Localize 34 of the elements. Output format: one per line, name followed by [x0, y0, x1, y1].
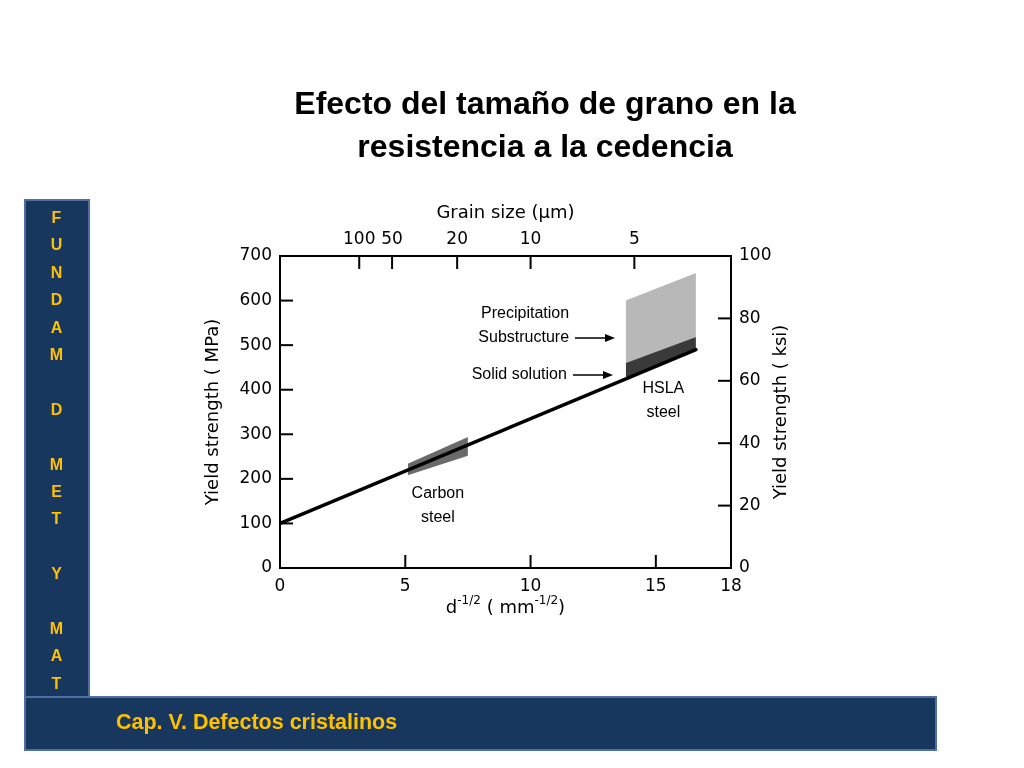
- x-tick-label: 10: [519, 574, 542, 595]
- text: Cap. V. Defectos cristalinos: [116, 710, 398, 735]
- y2-axis-title: Yield strength ( ksi): [768, 324, 790, 501]
- y-tick-label: 100: [239, 511, 272, 532]
- annotation: HSLA steel: [642, 379, 685, 421]
- y-tick-label: 400: [239, 378, 272, 399]
- x-tick-label: 0: [274, 574, 286, 595]
- text: 50: [381, 227, 403, 248]
- x-tick-label: 5: [399, 574, 411, 595]
- text: 5: [628, 227, 640, 248]
- y2-tick-label: 60: [739, 369, 761, 390]
- text: FUNDAM D MET Y MAT: [47, 209, 66, 703]
- y-tick-label: 500: [239, 333, 272, 354]
- annotation: Precipitation Substructure: [478, 304, 570, 346]
- text: 10: [519, 227, 542, 248]
- y-tick-label: 700: [239, 244, 272, 265]
- y2-tick-label: 100: [739, 244, 772, 265]
- annotation: Solid solution: [471, 365, 567, 383]
- y-tick-label: 0: [261, 556, 272, 577]
- x-tick-label: 15: [645, 574, 667, 595]
- y2-tick-label: 40: [739, 431, 761, 452]
- y-axis-title: Yield strength ( MPa): [200, 318, 222, 507]
- x-tick-label: 18: [720, 574, 742, 595]
- y2-tick-label: 0: [739, 556, 750, 577]
- text: 20: [446, 227, 468, 248]
- chart-title: Efecto del tamaño de grano en la resistencia a la cedencia: [293, 84, 797, 166]
- annotation: Carbon steel: [411, 484, 465, 526]
- text: Grain size (µm): [436, 200, 575, 222]
- y-tick-label: 200: [239, 467, 272, 488]
- y-tick-label: 300: [239, 422, 272, 443]
- y2-tick-label: 20: [739, 494, 761, 515]
- text: 100: [343, 227, 376, 248]
- y2-tick-label: 80: [739, 306, 761, 327]
- y-tick-label: 600: [239, 288, 272, 309]
